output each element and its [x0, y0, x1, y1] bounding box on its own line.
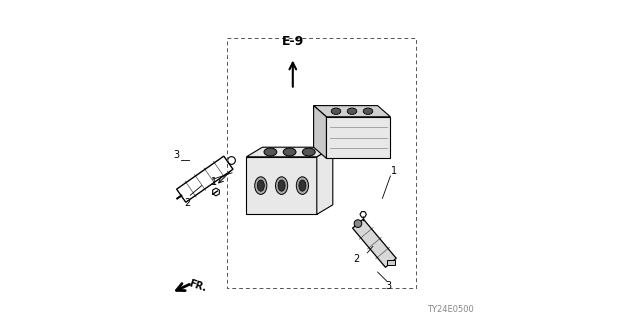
Ellipse shape	[364, 108, 372, 115]
Text: 3: 3	[173, 150, 179, 160]
Polygon shape	[314, 106, 390, 117]
Text: 1: 1	[390, 166, 397, 176]
Polygon shape	[246, 157, 317, 214]
Circle shape	[354, 220, 362, 228]
Ellipse shape	[264, 148, 276, 156]
Ellipse shape	[278, 180, 285, 191]
Polygon shape	[314, 106, 326, 158]
Polygon shape	[246, 147, 333, 157]
Ellipse shape	[332, 108, 341, 115]
Ellipse shape	[257, 180, 264, 191]
Ellipse shape	[276, 177, 288, 195]
Text: 1: 1	[211, 177, 218, 188]
Polygon shape	[317, 147, 333, 214]
Ellipse shape	[299, 180, 306, 191]
Text: 2: 2	[184, 198, 190, 208]
Text: 3: 3	[386, 281, 392, 292]
Text: E-9: E-9	[282, 35, 304, 48]
Text: 2: 2	[354, 254, 360, 264]
Text: FR.: FR.	[187, 278, 207, 293]
Ellipse shape	[347, 108, 357, 115]
Text: TY24E0500: TY24E0500	[427, 305, 474, 314]
Polygon shape	[387, 260, 395, 265]
Ellipse shape	[255, 177, 267, 195]
Ellipse shape	[284, 148, 296, 156]
Ellipse shape	[296, 177, 308, 195]
Polygon shape	[326, 117, 390, 158]
Ellipse shape	[303, 148, 315, 156]
Polygon shape	[353, 219, 396, 267]
